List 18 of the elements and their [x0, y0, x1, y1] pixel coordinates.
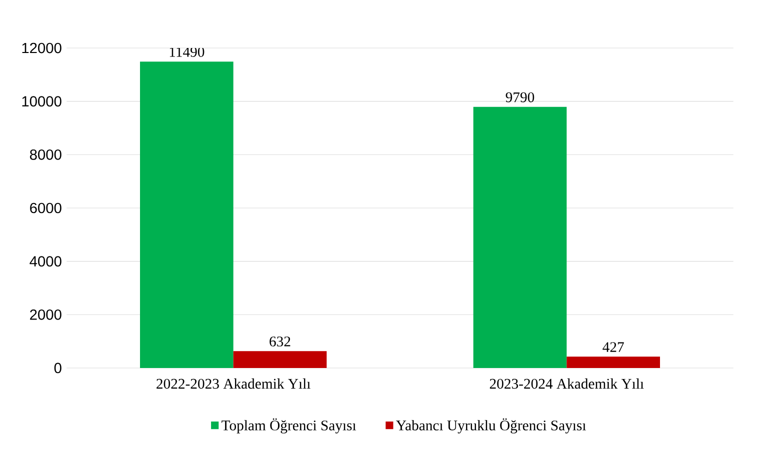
bar	[140, 62, 234, 368]
bar	[473, 106, 567, 368]
data-label: 427	[602, 342, 624, 352]
y-tick-label: 12000	[22, 42, 62, 54]
data-label: 9790	[506, 92, 534, 102]
y-tick-label: 0	[54, 362, 62, 374]
legend-label: Yabancı Uyruklu Öğrenci Sayısı	[396, 418, 586, 434]
x-tick-label: 2022-2023 Akademik Yılı	[156, 378, 310, 389]
x-tick-label: 2023-2024 Akademik Yılı	[490, 378, 644, 389]
legend-label: Toplam Öğrenci Sayısı	[222, 418, 356, 434]
y-tick-label: 4000	[30, 256, 62, 267]
data-label: 632	[270, 336, 290, 346]
bar	[566, 356, 660, 368]
y-tick-label: 6000	[30, 202, 62, 214]
y-tick-label: 8000	[30, 149, 62, 160]
bar	[233, 351, 327, 368]
y-tick-label: 10000	[22, 96, 62, 107]
y-tick-label: 2000	[30, 309, 62, 320]
